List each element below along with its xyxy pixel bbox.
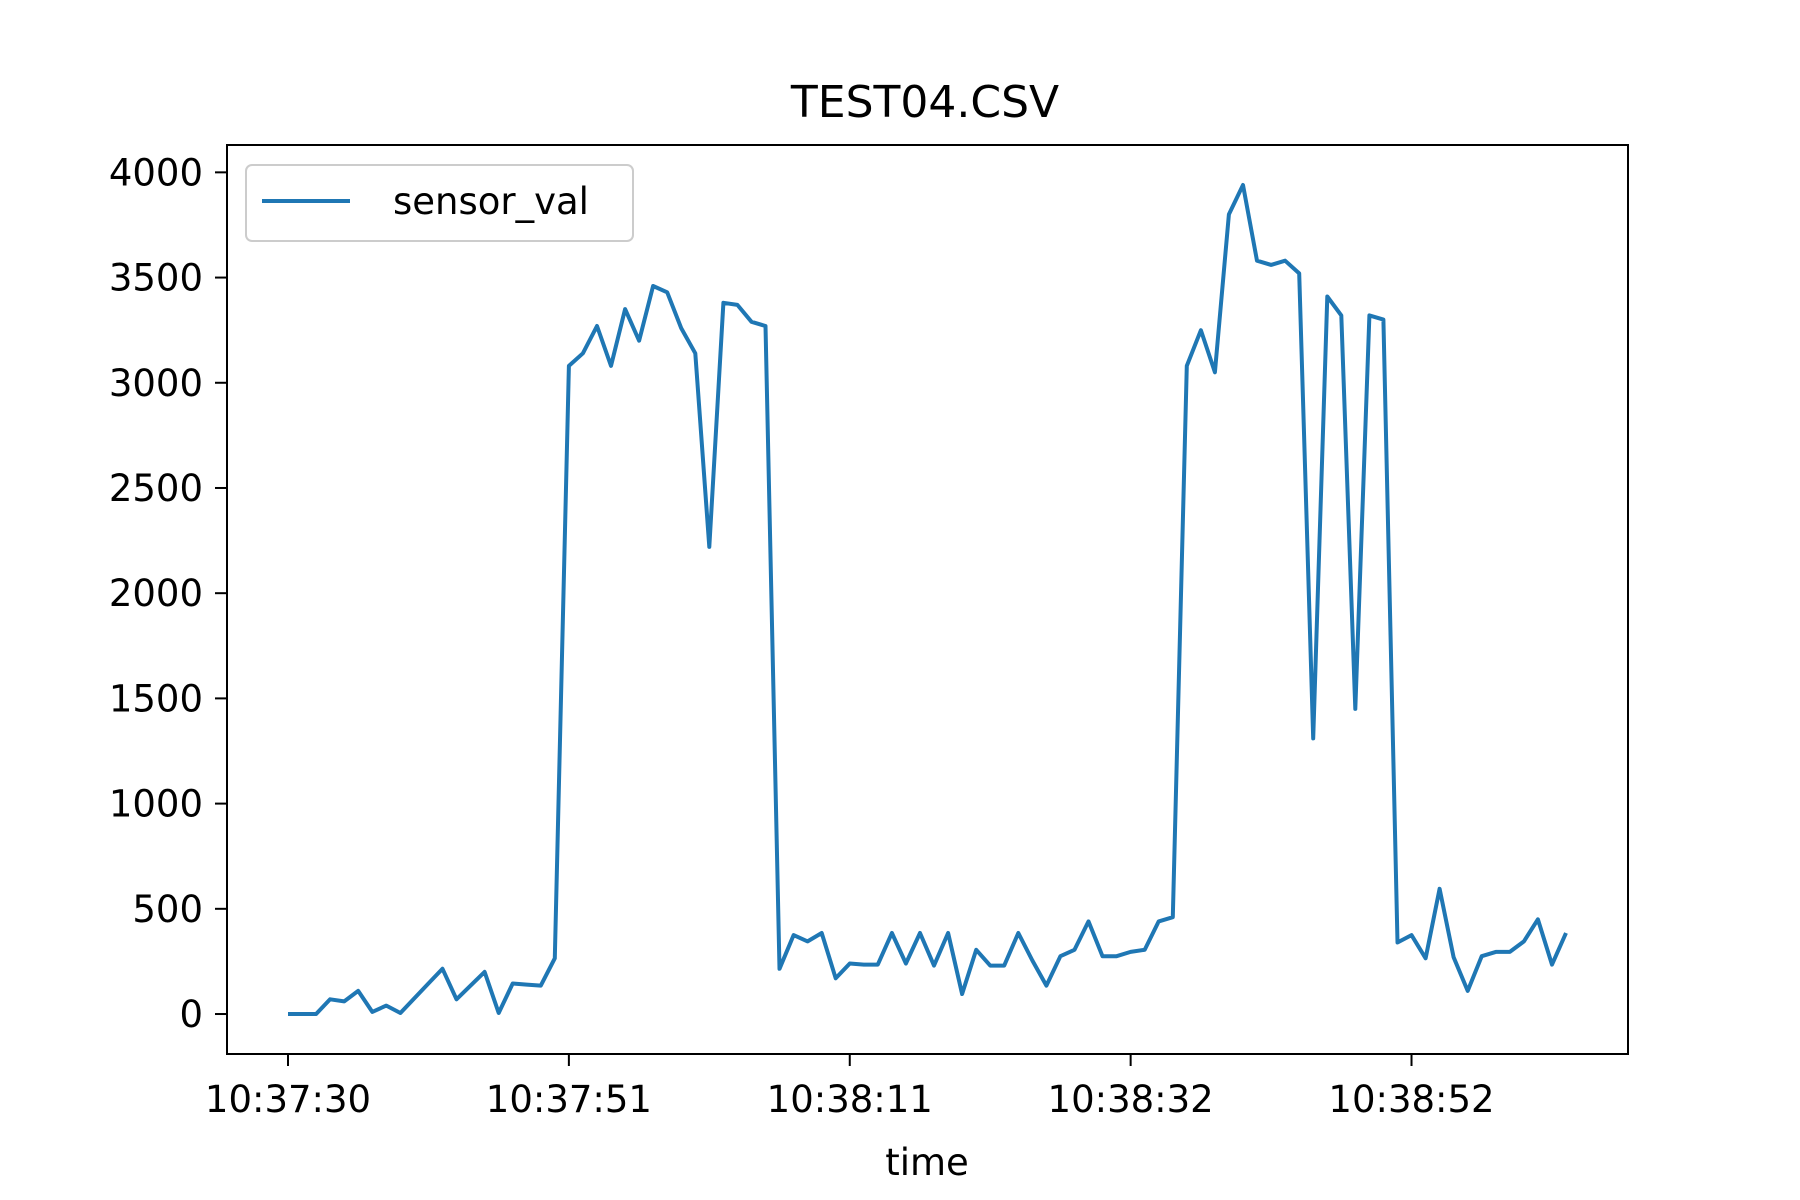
y-tick-label: 1000: [109, 783, 203, 826]
x-tick-label: 10:37:51: [486, 1078, 652, 1121]
x-axis: 10:37:30 10:37:51 10:38:11 10:38:32 10:38:52: [205, 1054, 1495, 1121]
y-tick-label: 500: [132, 888, 203, 931]
y-tick-label: 2000: [109, 572, 203, 615]
x-tick-label: 10:38:11: [767, 1078, 933, 1121]
y-tick-label: 3500: [109, 257, 203, 300]
y-tick-label: 1500: [109, 677, 203, 720]
x-tick-label: 10:38:52: [1328, 1078, 1494, 1121]
legend-box: [245, 164, 634, 242]
chart-title: TEST04.CSV: [790, 77, 1059, 128]
legend-entry-sensor-val: sensor_val: [393, 180, 589, 223]
plot-frame: [226, 144, 1629, 1055]
y-axis: 0 500 1000 1500 2000 2500 3000 3500 4000: [109, 151, 227, 1036]
series-line-sensor-val: [288, 183, 1568, 1016]
x-axis-label: time: [885, 1141, 969, 1184]
y-tick-label: 2500: [109, 467, 203, 510]
y-tick-label: 4000: [109, 151, 203, 194]
x-tick-label: 10:37:30: [205, 1078, 371, 1121]
series-layer: [288, 183, 1568, 1016]
legend: sensor_val: [245, 164, 634, 242]
y-tick-label: 0: [179, 993, 203, 1036]
y-tick-label: 3000: [109, 362, 203, 405]
x-tick-label: 10:38:32: [1048, 1078, 1214, 1121]
